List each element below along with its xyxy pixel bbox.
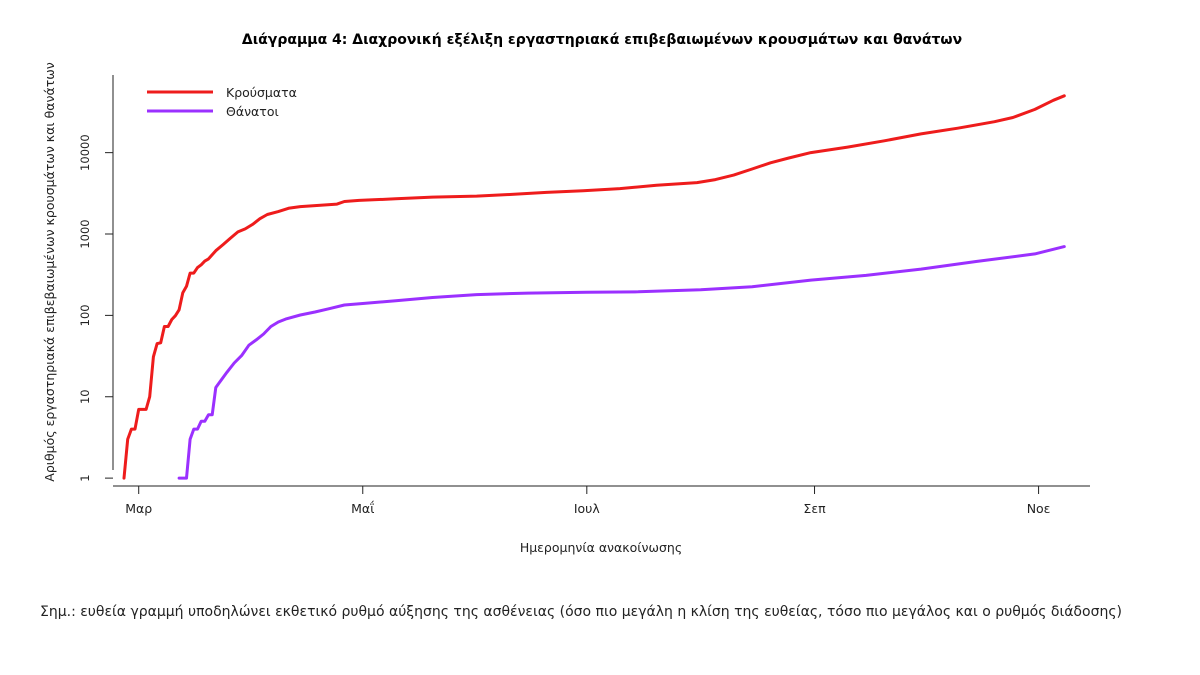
y-tick-label: 10: [78, 389, 92, 404]
x-axis: Μαρ Μαΐ Ιουλ Σεπ Νοε: [113, 485, 1090, 516]
x-tick-label: Σεπ: [803, 501, 826, 516]
x-tick-label: Ιουλ: [574, 501, 601, 516]
x-tick-label: Μαΐ: [351, 501, 374, 516]
chart-title: Διάγραμμα 4: Διαχρονική εξέλιξη εργαστηρ…: [242, 32, 962, 48]
legend-label-deaths: Θάνατοι: [226, 104, 279, 119]
series-layer: [122, 94, 1066, 480]
x-axis-label: Ημερομηνία ανακοίνωσης: [520, 540, 682, 555]
y-tick-label: 10000: [78, 134, 92, 171]
series-line-deaths: [177, 245, 1066, 480]
y-tick-label: 100: [78, 304, 92, 326]
x-tick-label: Μαρ: [125, 501, 152, 516]
legend-label-cases: Κρούσματα: [226, 85, 297, 100]
footnote: Σημ.: ευθεία γραμμή υποδηλώνει εκθετικό …: [40, 604, 1122, 620]
x-tick-label: Νοε: [1027, 501, 1051, 516]
y-tick-label: 1: [78, 474, 92, 481]
y-axis: 1 10 100 1000 10000: [78, 75, 114, 482]
legend: Κρούσματα Θάνατοι: [147, 85, 297, 119]
line-chart: Διάγραμμα 4: Διαχρονική εξέλιξη εργαστηρ…: [42, 32, 1090, 555]
series-line-cases: [122, 94, 1066, 480]
y-axis-label: Αριθμός εργαστηριακά επιβεβαιωμένων κρου…: [42, 62, 57, 481]
y-tick-label: 1000: [78, 219, 92, 248]
